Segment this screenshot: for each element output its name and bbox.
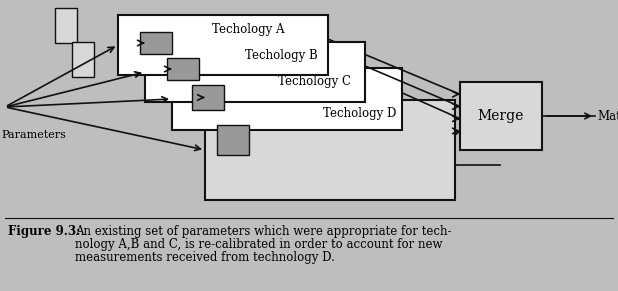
Text: Merge: Merge <box>478 109 524 123</box>
Bar <box>205 100 455 200</box>
Bar <box>172 68 402 130</box>
Bar <box>460 82 542 150</box>
Text: Figure 9.3:: Figure 9.3: <box>8 225 80 238</box>
Text: nology A,B and C, is re-calibrated in order to account for new: nology A,B and C, is re-calibrated in or… <box>75 238 442 251</box>
Bar <box>140 32 172 54</box>
Text: An existing set of parameters which were appropriate for tech-: An existing set of parameters which were… <box>75 225 452 238</box>
Text: Match: Match <box>597 109 618 123</box>
Bar <box>167 58 199 80</box>
Bar <box>145 42 365 102</box>
Text: Techology C: Techology C <box>278 75 351 88</box>
Text: Techology B: Techology B <box>245 49 318 63</box>
Text: Parameters: Parameters <box>1 130 66 140</box>
Bar <box>72 42 94 77</box>
Text: measurements received from technology D.: measurements received from technology D. <box>75 251 335 264</box>
Text: Techology D: Techology D <box>323 107 397 120</box>
Bar <box>217 125 249 155</box>
Bar <box>118 15 328 75</box>
Text: Techology A: Techology A <box>212 22 284 36</box>
Bar <box>192 85 224 110</box>
Bar <box>55 8 77 43</box>
